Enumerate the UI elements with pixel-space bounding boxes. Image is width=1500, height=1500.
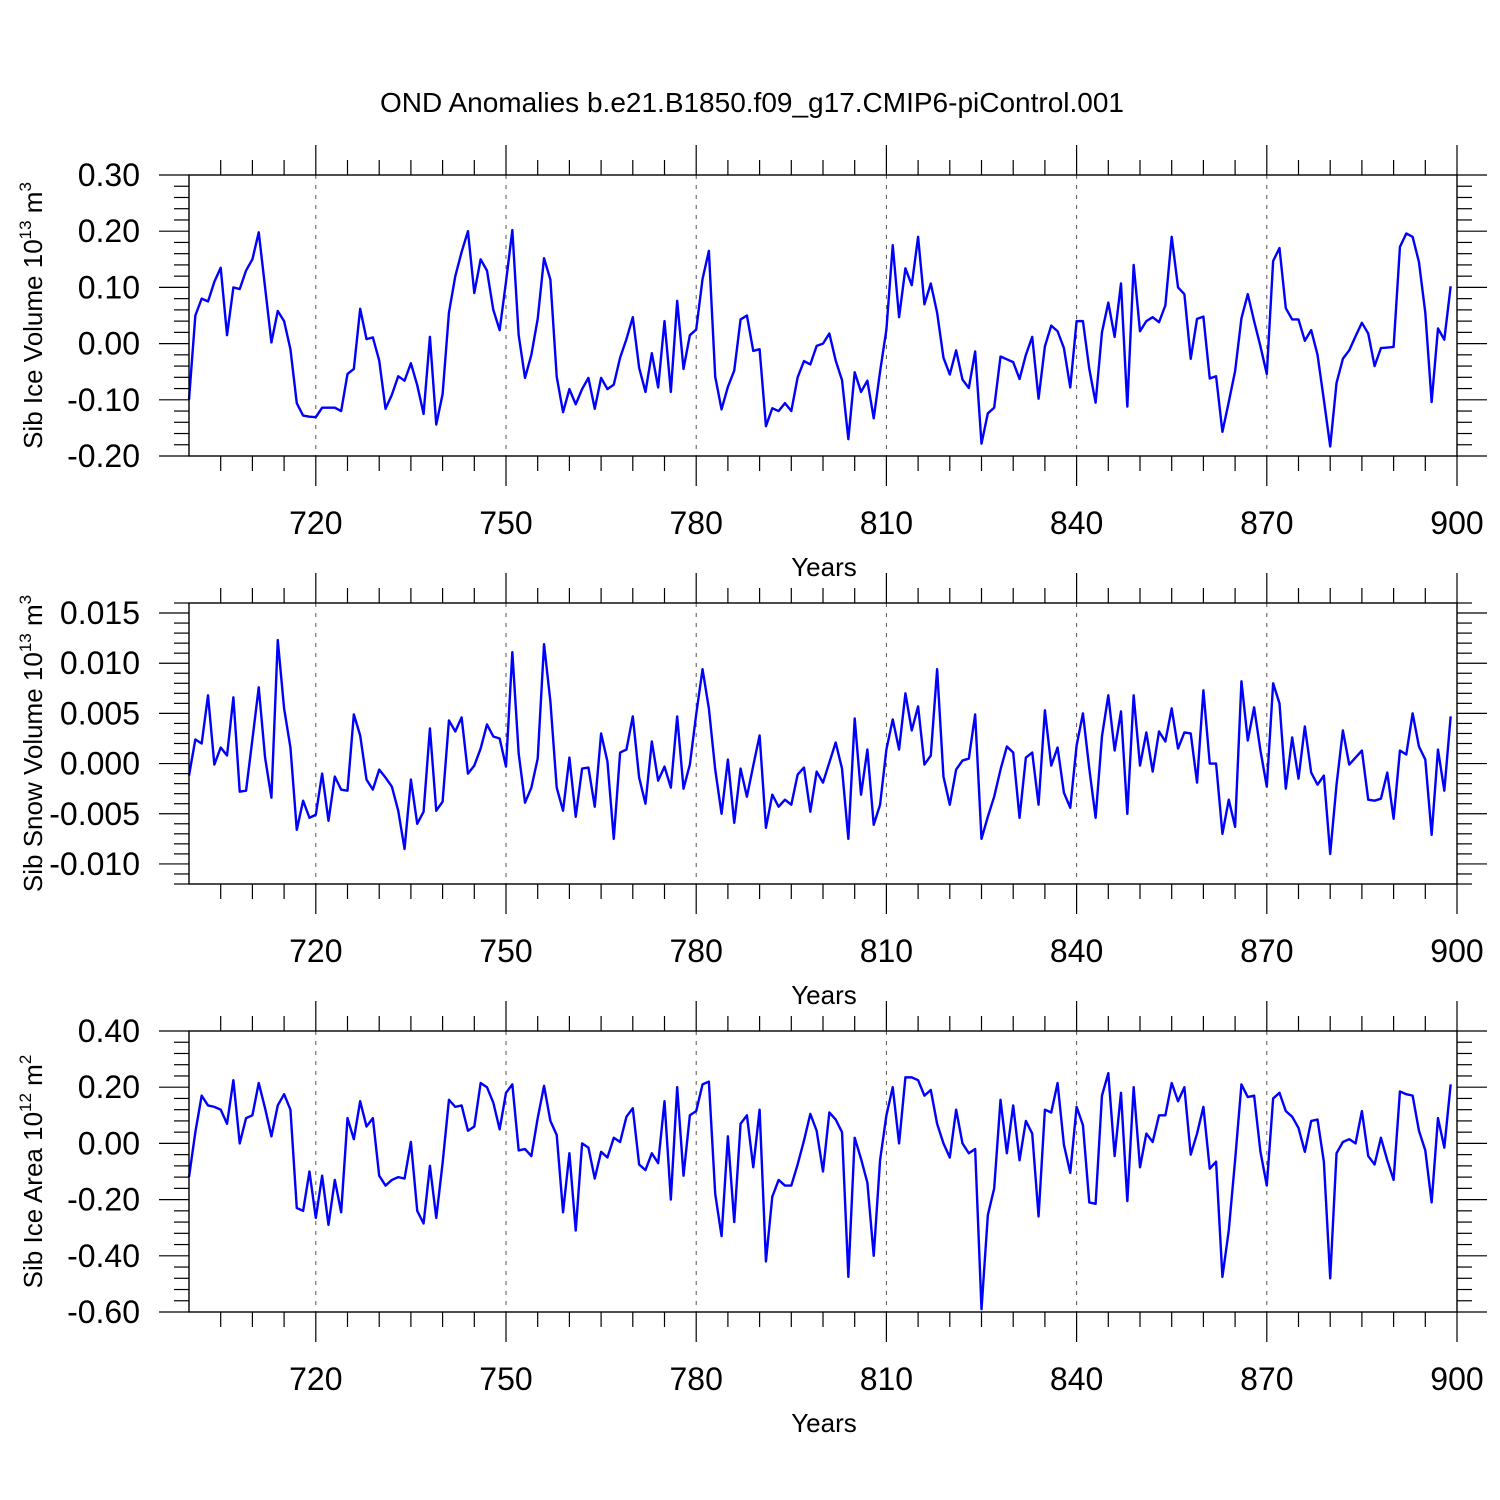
x-tick-label: 900 <box>1430 1361 1483 1397</box>
y-axis-label-unit-exponent: 2 <box>16 1055 35 1064</box>
y-axis-label-exponent: 13 <box>16 633 35 652</box>
y-axis-label-exponent: 13 <box>16 220 35 239</box>
data-series-line <box>187 638 1452 856</box>
panel-2: -0.010 -0.005 0.000 0.005 0.010 0.015 720 750 78… <box>16 573 1487 1010</box>
x-tick-label: 750 <box>479 933 532 969</box>
x-tick-label: 780 <box>670 1361 723 1397</box>
x-tick-label: 840 <box>1050 505 1103 541</box>
y-axis-label-prefix: Sib Snow Volume 10 <box>18 652 48 892</box>
y-axis-label-prefix: Sib Ice Area 10 <box>18 1112 48 1288</box>
x-tick-label: 720 <box>289 505 342 541</box>
x-tick-label: 900 <box>1430 505 1483 541</box>
y-tick-label: 0.20 <box>78 1069 140 1105</box>
x-tick-label: 720 <box>289 933 342 969</box>
x-tick-label: 840 <box>1050 933 1103 969</box>
y-axis-label-unit-exponent: 3 <box>16 595 35 604</box>
y-axis-label-unit-exponent: 3 <box>16 182 35 191</box>
x-tick-label: 870 <box>1240 933 1293 969</box>
x-tick-label: 900 <box>1430 933 1483 969</box>
y-tick-label: 0.00 <box>78 326 140 362</box>
x-tick-label: 810 <box>860 1361 913 1397</box>
x-tick-label: 780 <box>670 933 723 969</box>
y-axis-label-unit: m <box>18 1064 48 1093</box>
x-tick-label: 840 <box>1050 1361 1103 1397</box>
y-tick-label: 0.010 <box>60 645 140 681</box>
x-tick-label: 870 <box>1240 505 1293 541</box>
panel-3: -0.60 -0.40 -0.20 0.00 0.20 0.40 720 750 780 810 8… <box>16 1001 1487 1438</box>
x-tick-label: 780 <box>670 505 723 541</box>
y-tick-label: 0.000 <box>60 746 140 782</box>
y-axis-label-unit: m <box>18 192 48 221</box>
y-tick-label: 0.00 <box>78 1125 140 1161</box>
x-tick-label: 870 <box>1240 1361 1293 1397</box>
y-tick-label: -0.20 <box>67 1182 140 1218</box>
x-tick-label: 750 <box>479 505 532 541</box>
y-tick-label: -0.005 <box>49 796 140 832</box>
y-tick-label: 0.40 <box>78 1013 140 1049</box>
y-tick-label: -0.010 <box>49 846 140 882</box>
y-axis-label-exponent: 12 <box>16 1093 35 1112</box>
y-axis-label: Sib Ice Volume 1013 m3 <box>16 182 48 449</box>
x-axis-label: Years <box>791 552 857 582</box>
panel-1: -0.20 -0.10 0.00 0.10 0.20 0.30 720 750 780 810 84… <box>16 145 1487 582</box>
x-axis-label: Years <box>791 1408 857 1438</box>
y-tick-label: 0.10 <box>78 269 140 305</box>
data-series-line <box>187 1071 1452 1311</box>
data-series-line <box>187 228 1452 448</box>
x-tick-label: 810 <box>860 505 913 541</box>
panels: -0.20 -0.10 0.00 0.10 0.20 0.30 720 750 780 810 84… <box>16 145 1487 1438</box>
y-tick-label: 0.20 <box>78 213 140 249</box>
y-tick-label: -0.60 <box>67 1294 140 1330</box>
y-axis-label-prefix: Sib Ice Volume 10 <box>18 239 48 449</box>
x-tick-label: 720 <box>289 1361 342 1397</box>
y-axis-label: Sib Ice Area 1012 m2 <box>16 1055 48 1289</box>
y-tick-label: -0.20 <box>67 438 140 474</box>
figure-title: OND Anomalies b.e21.B1850.f09_g17.CMIP6-… <box>380 87 1124 118</box>
y-tick-label: -0.10 <box>67 382 140 418</box>
x-tick-label: 810 <box>860 933 913 969</box>
y-tick-label: -0.40 <box>67 1238 140 1274</box>
y-tick-label: 0.015 <box>60 595 140 631</box>
y-axis-label: Sib Snow Volume 1013 m3 <box>16 595 48 892</box>
x-axis-label: Years <box>791 980 857 1010</box>
y-tick-label: 0.005 <box>60 695 140 731</box>
x-tick-label: 750 <box>479 1361 532 1397</box>
y-axis-label-unit: m <box>18 604 48 633</box>
y-tick-label: 0.30 <box>78 157 140 193</box>
